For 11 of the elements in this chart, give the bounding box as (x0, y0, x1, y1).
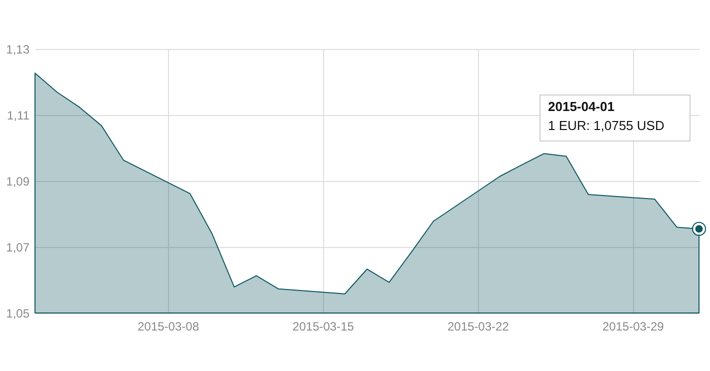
y-tick-label: 1,07 (6, 240, 30, 254)
y-tick-label: 1,11 (7, 108, 30, 122)
x-tick-label: 2015-03-15 (292, 320, 354, 334)
y-tick-label: 1,13 (6, 42, 30, 56)
x-tick-label: 2015-03-08 (138, 320, 200, 334)
y-tick-label: 1,09 (6, 174, 30, 188)
x-tick-label: 2015-03-29 (602, 320, 664, 334)
annotation: 1 EUR: 1,0755 USD (548, 118, 664, 133)
y-tick-label: 1,05 (6, 306, 30, 320)
annotation: 2015-04-01 (548, 99, 614, 114)
x-tick-label: 2015-03-22 (447, 320, 510, 334)
